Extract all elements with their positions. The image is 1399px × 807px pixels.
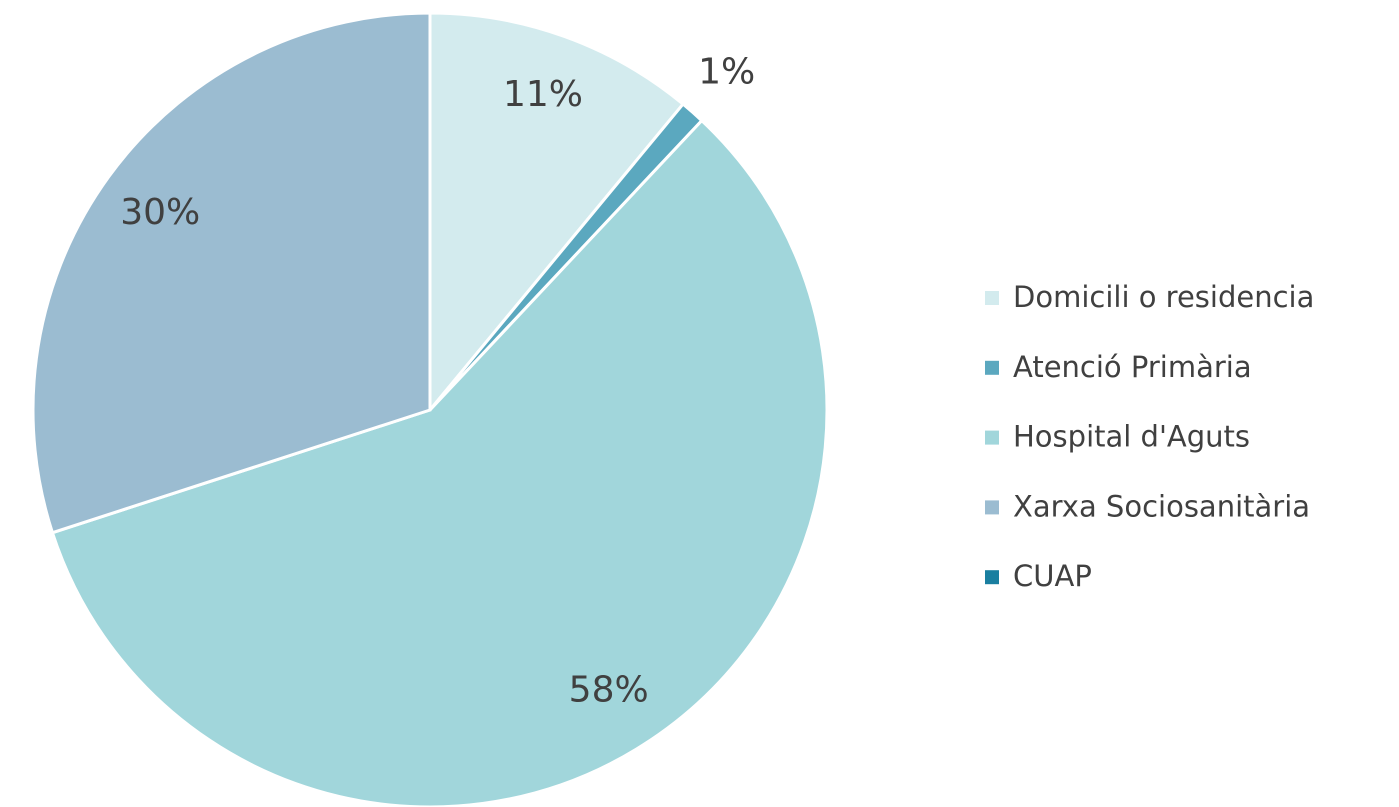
pie-slice [428,11,686,415]
value-label: 58% [569,670,649,711]
legend-swatch [985,570,999,585]
legend-swatch [985,500,999,515]
legend-label: CUAP [1013,559,1092,593]
legend-swatch [985,430,999,445]
legend-label: Atenció Primària [1013,350,1252,384]
legend-label: Hospital d'Aguts [1013,420,1250,454]
legend-label: Domicili o residencia [1013,280,1314,314]
value-label: 1% [698,51,755,92]
legend-swatch [985,291,999,305]
legend-swatch [985,360,999,375]
value-label: 30% [120,192,200,233]
value-label: 11% [503,74,583,115]
pie-slice [31,11,432,535]
pie-slice [50,118,829,807]
legend-label: Xarxa Sociosanitària [1013,489,1310,523]
